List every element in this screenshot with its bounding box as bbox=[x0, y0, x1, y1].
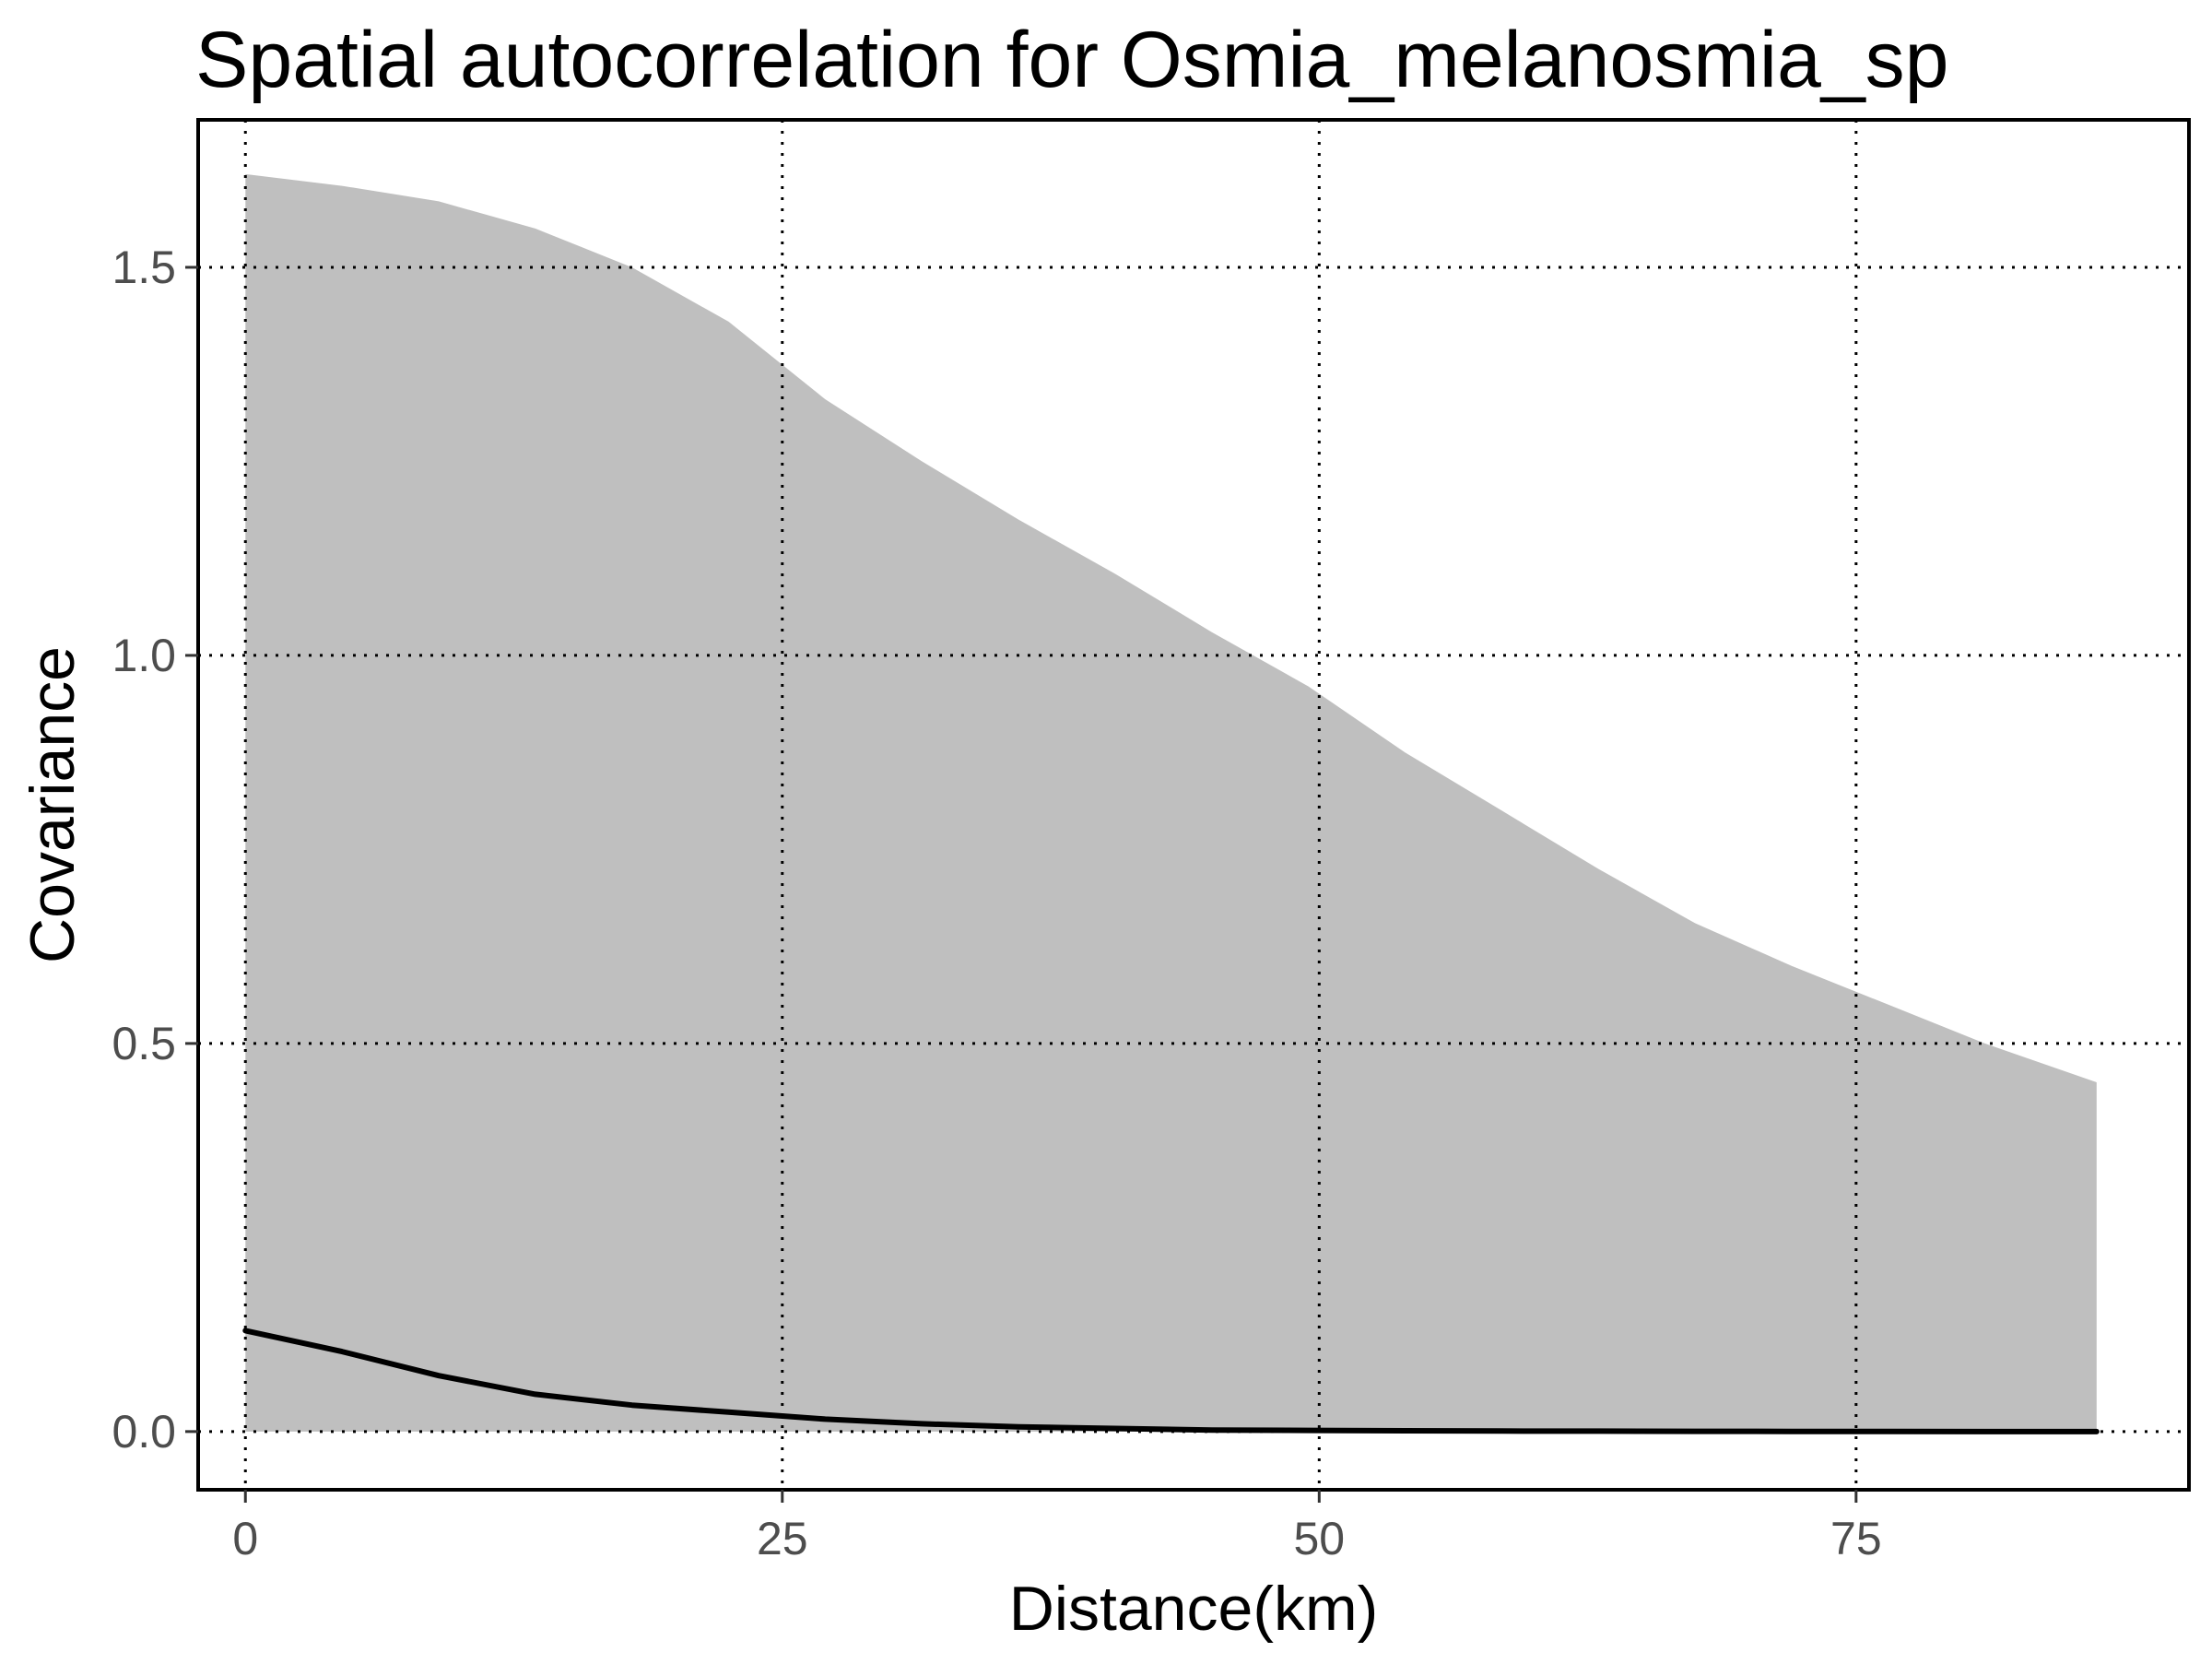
x-tick-label: 75 bbox=[1830, 1513, 1882, 1564]
y-tick-label: 1.0 bbox=[112, 630, 176, 681]
x-tick-label: 25 bbox=[757, 1513, 808, 1564]
y-axis: 0.0 0.5 1.0 1.5 bbox=[112, 242, 198, 1457]
plot-area bbox=[196, 118, 2191, 1492]
x-axis-title: Distance(km) bbox=[1009, 1574, 1379, 1644]
y-tick-label: 1.5 bbox=[112, 242, 176, 293]
series-line-0 bbox=[242, 1328, 2100, 1434]
series-layer bbox=[242, 1328, 2100, 1434]
credible-interval-band bbox=[245, 173, 2097, 1432]
y-tick-label: 0.0 bbox=[112, 1406, 176, 1457]
x-tick-label: 50 bbox=[1293, 1513, 1345, 1564]
band-layer bbox=[245, 173, 2097, 1432]
x-axis: 0 25 50 75 bbox=[232, 1490, 1882, 1564]
y-axis-title: Covariance bbox=[18, 646, 88, 963]
y-tick-label: 0.5 bbox=[112, 1018, 176, 1069]
plot-border bbox=[196, 118, 2191, 1492]
x-tick-label: 0 bbox=[232, 1513, 258, 1564]
chart-title: Spatial autocorrelation for Osmia_melano… bbox=[195, 16, 1949, 104]
